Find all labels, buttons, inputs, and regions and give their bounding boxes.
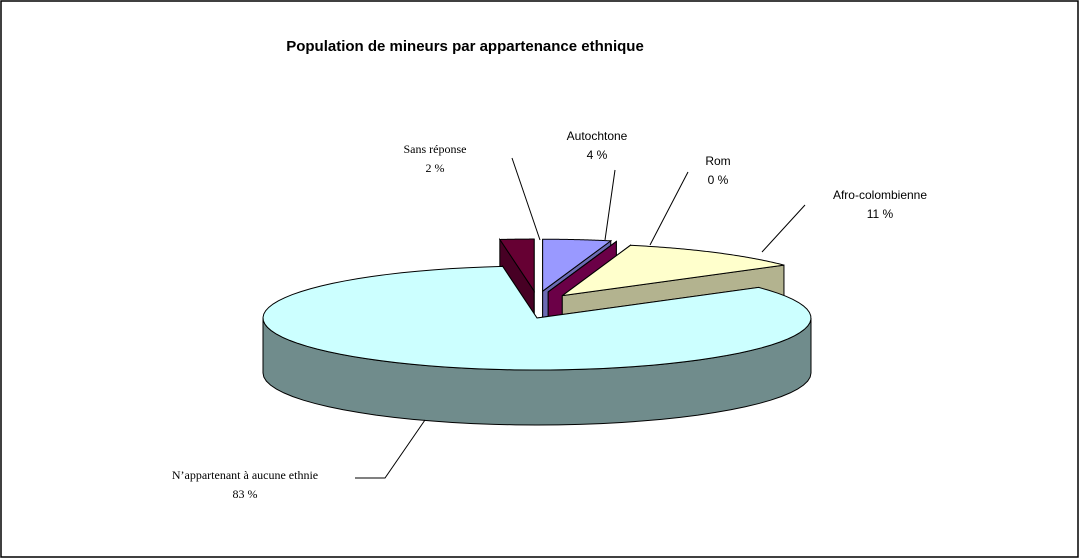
slice-top bbox=[262, 265, 812, 371]
chart-title: Population de mineurs par appartenance e… bbox=[286, 38, 644, 55]
slice-value-label: 11 % bbox=[867, 207, 894, 221]
slice-label: Autochtone bbox=[567, 129, 628, 143]
slice-value-label: 83 % bbox=[233, 487, 258, 501]
slice-value-label: 0 % bbox=[708, 173, 729, 187]
slice-value-label: 4 % bbox=[587, 148, 608, 162]
leader-line bbox=[761, 204, 806, 253]
leader-line bbox=[355, 419, 426, 479]
slice-label: Sans réponse bbox=[404, 142, 467, 156]
leader-line bbox=[604, 169, 616, 241]
slice-label: Rom bbox=[705, 154, 730, 168]
slice-top bbox=[547, 241, 617, 293]
leader-line bbox=[649, 171, 689, 246]
slice-label: N’appartenant à aucune ethnie bbox=[172, 468, 318, 482]
slice-top bbox=[498, 238, 535, 293]
slice-top bbox=[561, 244, 785, 297]
slice-label: Afro-colombienne bbox=[833, 188, 927, 202]
slice-top bbox=[542, 238, 613, 293]
leader-line bbox=[511, 157, 541, 241]
slice-value-label: 2 % bbox=[426, 161, 445, 175]
